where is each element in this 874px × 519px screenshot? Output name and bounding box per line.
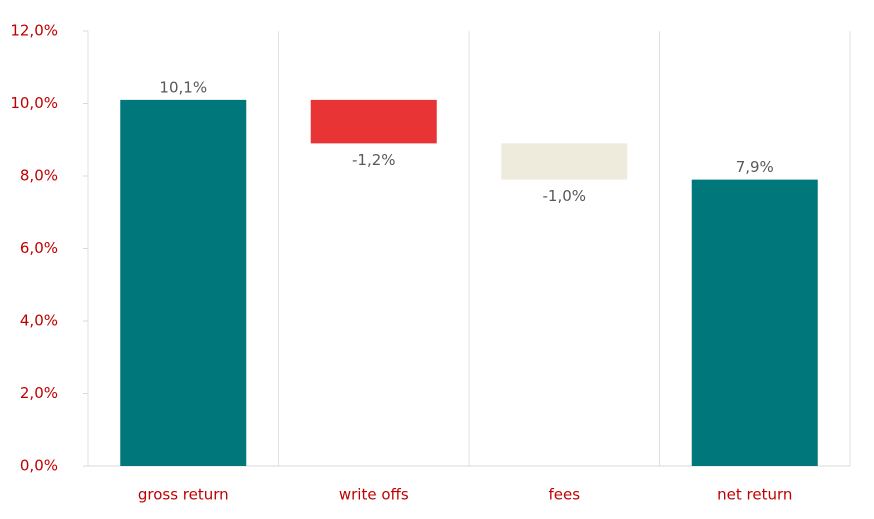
value-label: 10,1% xyxy=(159,78,207,96)
y-tick-label: 6,0% xyxy=(20,239,58,257)
x-tick-label: write offs xyxy=(339,486,409,504)
x-tick-label: net return xyxy=(717,486,792,504)
y-tick-label: 8,0% xyxy=(20,167,58,185)
bar xyxy=(501,143,628,180)
bar xyxy=(120,99,247,466)
value-label: -1,2% xyxy=(352,151,396,169)
value-label: 7,9% xyxy=(736,158,774,176)
y-tick-label: 12,0% xyxy=(10,22,58,40)
bar xyxy=(310,99,437,144)
y-tick-label: 10,0% xyxy=(10,94,58,112)
y-tick-label: 0,0% xyxy=(20,457,58,475)
x-tick-label: fees xyxy=(548,486,580,504)
y-tick-label: 2,0% xyxy=(20,384,58,402)
x-tick-label: gross return xyxy=(138,486,229,504)
value-label: -1,0% xyxy=(542,187,586,205)
bar xyxy=(691,179,818,466)
y-tick-label: 4,0% xyxy=(20,312,58,330)
